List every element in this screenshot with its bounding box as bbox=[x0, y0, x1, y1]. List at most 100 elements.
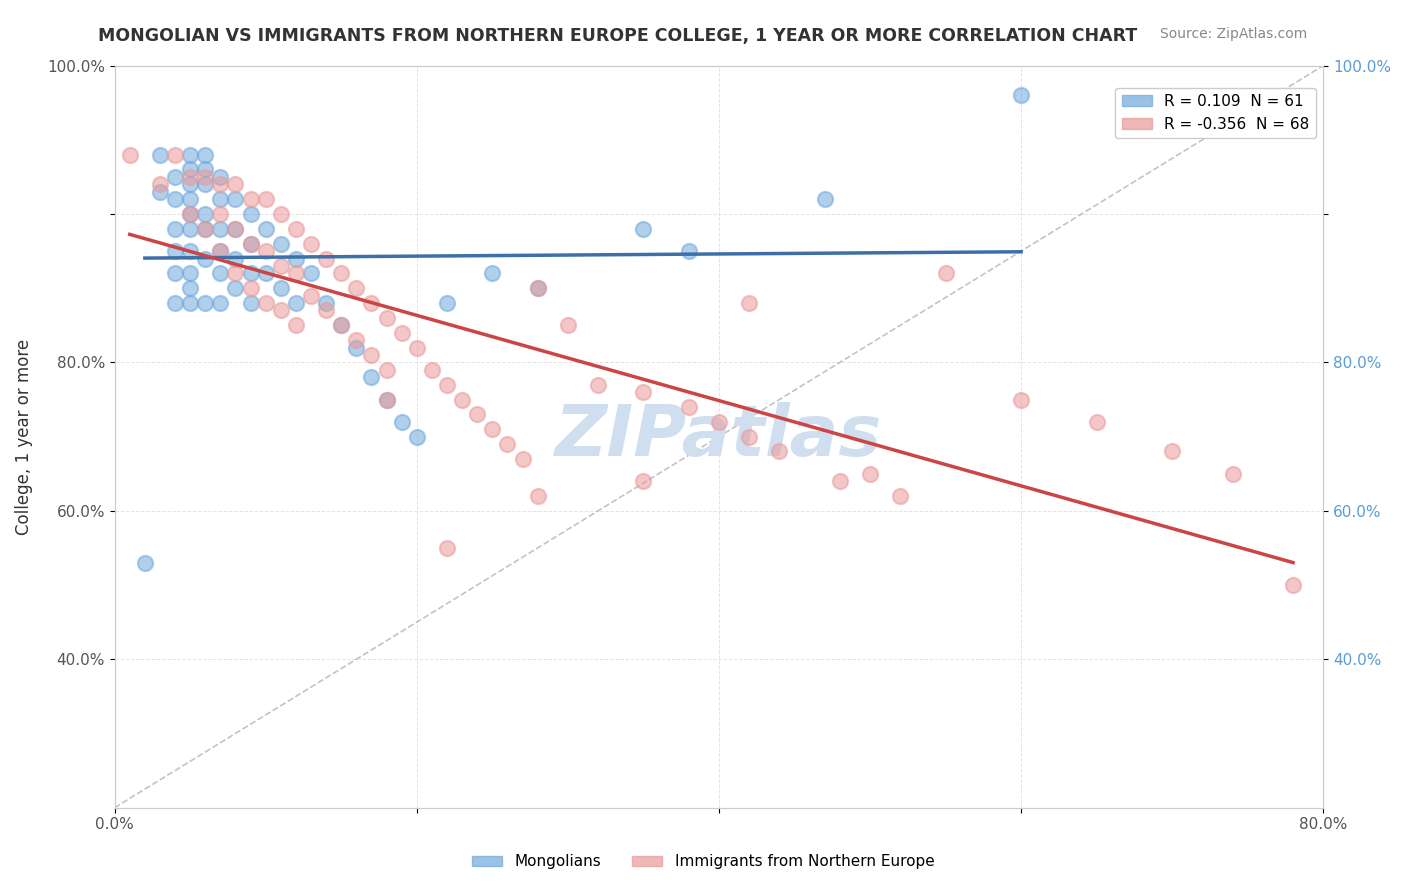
Point bbox=[209, 169, 232, 184]
Point bbox=[179, 207, 201, 221]
Point bbox=[1010, 392, 1032, 407]
Point bbox=[1222, 467, 1244, 481]
Point bbox=[239, 236, 262, 251]
Point bbox=[481, 266, 503, 280]
Point bbox=[284, 266, 307, 280]
Legend: R = 0.109  N = 61, R = -0.356  N = 68: R = 0.109 N = 61, R = -0.356 N = 68 bbox=[1115, 88, 1316, 138]
Point bbox=[633, 385, 655, 400]
Point bbox=[586, 377, 609, 392]
Point bbox=[420, 363, 443, 377]
Point bbox=[209, 207, 232, 221]
Point bbox=[239, 192, 262, 206]
Point bbox=[194, 162, 217, 177]
Point bbox=[209, 192, 232, 206]
Text: MONGOLIAN VS IMMIGRANTS FROM NORTHERN EUROPE COLLEGE, 1 YEAR OR MORE CORRELATION: MONGOLIAN VS IMMIGRANTS FROM NORTHERN EU… bbox=[98, 27, 1137, 45]
Point bbox=[270, 207, 292, 221]
Point bbox=[224, 222, 246, 236]
Point bbox=[284, 252, 307, 266]
Point bbox=[270, 259, 292, 273]
Point bbox=[512, 451, 534, 466]
Point bbox=[224, 252, 246, 266]
Point bbox=[194, 222, 217, 236]
Point bbox=[360, 296, 382, 310]
Point bbox=[633, 474, 655, 488]
Point bbox=[330, 318, 353, 333]
Point bbox=[270, 303, 292, 318]
Point bbox=[284, 296, 307, 310]
Point bbox=[935, 266, 957, 280]
Point bbox=[179, 244, 201, 259]
Point bbox=[179, 266, 201, 280]
Point bbox=[179, 178, 201, 192]
Point bbox=[179, 222, 201, 236]
Point bbox=[179, 207, 201, 221]
Point bbox=[284, 222, 307, 236]
Point bbox=[209, 296, 232, 310]
Point bbox=[526, 489, 548, 503]
Point bbox=[436, 541, 458, 555]
Point bbox=[149, 178, 172, 192]
Point bbox=[315, 296, 337, 310]
Point bbox=[179, 162, 201, 177]
Point bbox=[481, 422, 503, 436]
Point bbox=[405, 341, 427, 355]
Point bbox=[375, 363, 398, 377]
Point bbox=[270, 236, 292, 251]
Point bbox=[391, 326, 413, 340]
Point bbox=[315, 303, 337, 318]
Point bbox=[194, 222, 217, 236]
Point bbox=[163, 169, 186, 184]
Point bbox=[194, 169, 217, 184]
Point bbox=[889, 489, 911, 503]
Point bbox=[239, 236, 262, 251]
Point bbox=[254, 296, 277, 310]
Point bbox=[1161, 444, 1184, 458]
Point bbox=[436, 377, 458, 392]
Point bbox=[344, 333, 367, 347]
Point bbox=[239, 296, 262, 310]
Point bbox=[814, 192, 837, 206]
Point bbox=[194, 207, 217, 221]
Point bbox=[179, 169, 201, 184]
Point bbox=[405, 430, 427, 444]
Point bbox=[299, 288, 322, 302]
Point bbox=[678, 400, 700, 414]
Point bbox=[1085, 415, 1108, 429]
Point bbox=[526, 281, 548, 295]
Point bbox=[194, 178, 217, 192]
Point bbox=[375, 392, 398, 407]
Point bbox=[194, 252, 217, 266]
Point bbox=[678, 244, 700, 259]
Point bbox=[209, 244, 232, 259]
Point bbox=[375, 392, 398, 407]
Point bbox=[738, 430, 761, 444]
Y-axis label: College, 1 year or more: College, 1 year or more bbox=[15, 339, 32, 534]
Point bbox=[254, 244, 277, 259]
Point bbox=[299, 266, 322, 280]
Point bbox=[254, 192, 277, 206]
Point bbox=[330, 266, 353, 280]
Point bbox=[738, 296, 761, 310]
Point bbox=[391, 415, 413, 429]
Point bbox=[557, 318, 579, 333]
Point bbox=[179, 281, 201, 295]
Point bbox=[270, 281, 292, 295]
Point bbox=[224, 266, 246, 280]
Point bbox=[209, 178, 232, 192]
Point bbox=[149, 147, 172, 161]
Point bbox=[194, 296, 217, 310]
Point bbox=[315, 252, 337, 266]
Point bbox=[1282, 578, 1305, 592]
Point bbox=[436, 296, 458, 310]
Point bbox=[224, 178, 246, 192]
Point bbox=[707, 415, 730, 429]
Point bbox=[768, 444, 790, 458]
Point bbox=[344, 341, 367, 355]
Point bbox=[344, 281, 367, 295]
Point bbox=[330, 318, 353, 333]
Point bbox=[224, 281, 246, 295]
Point bbox=[254, 222, 277, 236]
Point bbox=[149, 185, 172, 199]
Point bbox=[179, 147, 201, 161]
Point bbox=[209, 244, 232, 259]
